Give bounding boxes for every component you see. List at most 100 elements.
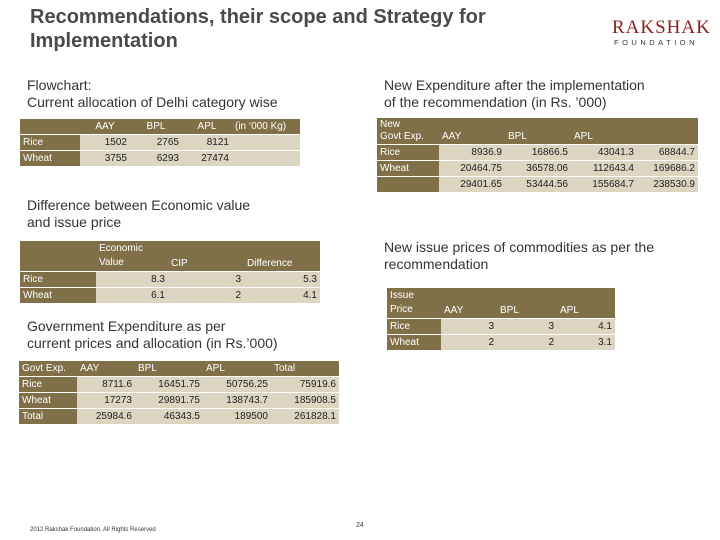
- table-cell: 238530.9: [637, 176, 698, 192]
- row-label: Rice: [377, 144, 439, 161]
- header-cell: Issue Price: [387, 288, 441, 319]
- row-label: Wheat: [20, 287, 96, 303]
- new-expenditure-heading-line-1: New Expenditure after the implementation: [384, 77, 645, 93]
- rakshak-logo: RAKSHAK FOUNDATION: [612, 18, 712, 48]
- new-expenditure-table: New Govt Exp. AAY BPL APL Rice 8936.9 16…: [377, 118, 698, 192]
- govt-exp-heading-line-1: Government Expenditure as per: [27, 318, 226, 334]
- logo-main-text: RAKSHAK: [612, 17, 711, 38]
- table-cell: 8936.9: [439, 144, 505, 161]
- table-cell: 4.1: [557, 318, 615, 335]
- header-label-line: Govt Exp.: [380, 131, 424, 142]
- table-cell: 16866.5: [505, 144, 571, 161]
- table-cell: 2: [497, 334, 557, 350]
- new-issue-heading: New issue prices of commodities as per t…: [384, 239, 654, 273]
- table-cell: 29891.75: [135, 392, 203, 409]
- table-cell: 36578.06: [505, 160, 571, 177]
- table-row: Rice 8936.9 16866.5 43041.3 68844.7: [377, 144, 698, 161]
- table-row: Total 25984.6 46343.5 189500 261828.1: [19, 408, 339, 424]
- table-row: Wheat 17273 29891.75 138743.7 185908.5: [19, 392, 339, 409]
- row-label: Rice: [19, 376, 77, 393]
- header-cell: APL: [182, 119, 232, 135]
- row-label: Total: [19, 408, 77, 424]
- header-cell: Total: [271, 361, 339, 377]
- difference-heading-line-2: and issue price: [27, 214, 122, 230]
- table-header-row: New Govt Exp. AAY BPL APL: [377, 118, 698, 145]
- header-cell: APL: [203, 361, 271, 377]
- table-cell: 68844.7: [637, 144, 698, 161]
- table-cell: 8.3: [96, 271, 168, 288]
- table-cell: 169686.2: [637, 160, 698, 177]
- table-cell: 6293: [130, 150, 182, 166]
- header-cell: BPL: [130, 119, 182, 135]
- table-cell: 29401.65: [439, 176, 505, 192]
- table-cell: 2: [168, 287, 244, 303]
- difference-heading: Difference between Economic value and is…: [27, 197, 250, 231]
- difference-table: Economic Value CIP Difference Rice 8.3 3…: [20, 241, 320, 303]
- table-cell: 1502: [80, 134, 130, 151]
- row-label: Rice: [20, 134, 80, 151]
- header-label-line: Issue: [390, 290, 414, 301]
- govt-exp-heading-line-2: current prices and allocation (in Rs.’00…: [27, 335, 278, 351]
- header-cell: AAY: [439, 118, 505, 145]
- row-label: Wheat: [377, 160, 439, 177]
- table-cell: 3.1: [557, 334, 615, 350]
- table-header-row: AAY BPL APL (in ‘000 Kg): [20, 119, 300, 135]
- table-row: Rice 8.3 3 5.3: [20, 271, 320, 288]
- header-cell: BPL: [135, 361, 203, 377]
- table-row: Rice 3 3 4.1: [387, 318, 615, 335]
- table-header-row: Issue Price AAY BPL APL: [387, 288, 615, 319]
- table-header-row: Govt Exp. AAY BPL APL Total: [19, 361, 339, 377]
- logo-sub-text: FOUNDATION: [614, 38, 699, 47]
- govt-exp-table: Govt Exp. AAY BPL APL Total Rice 8711.6 …: [19, 361, 339, 424]
- table-cell: 138743.7: [203, 392, 271, 409]
- table-cell: 112643.4: [571, 160, 637, 177]
- table-row: Wheat 3755 6293 27474: [20, 150, 300, 166]
- header-cell: AAY: [80, 119, 130, 135]
- table-cell: 27474: [182, 150, 232, 166]
- table-cell: 3: [497, 318, 557, 335]
- header-label-line: New: [380, 119, 401, 130]
- header-cell: BPL: [505, 118, 571, 145]
- header-cell: Govt Exp.: [19, 361, 77, 377]
- new-issue-heading-line-2: recommendation: [384, 256, 489, 272]
- flowchart-heading-line-2: Current allocation of Delhi category wis…: [27, 94, 278, 110]
- flowchart-heading: Flowchart: Current allocation of Delhi c…: [27, 77, 278, 111]
- table-cell: 3: [441, 318, 497, 335]
- copyright-footer: 2012 Rakshak Foundation. All Rights Rese…: [30, 527, 156, 533]
- table-cell: 46343.5: [135, 408, 203, 424]
- table-cell: 17273: [77, 392, 135, 409]
- table-row: Wheat 2 2 3.1: [387, 334, 615, 350]
- flowchart-heading-line-1: Flowchart:: [27, 77, 92, 93]
- new-expenditure-heading-line-2: of the recommendation (in Rs. ’000): [384, 94, 607, 110]
- table-cell: 6.1: [96, 287, 168, 303]
- table-cell: 43041.3: [571, 144, 637, 161]
- row-label: [377, 176, 439, 192]
- header-cell: [20, 241, 96, 272]
- table-cell: 75919.6: [271, 376, 339, 393]
- header-cell: Difference: [244, 241, 320, 272]
- table-cell: [232, 134, 300, 151]
- unit-label: (in ‘000 Kg): [232, 119, 300, 135]
- table-cell: 2765: [130, 134, 182, 151]
- header-cell: [20, 119, 80, 135]
- table-row: 29401.65 53444.56 155684.7 238530.9: [377, 176, 698, 192]
- new-issue-table: Issue Price AAY BPL APL Rice 3 3 4.1 Whe…: [387, 288, 615, 350]
- difference-heading-line-1: Difference between Economic value: [27, 197, 251, 213]
- page-title: Recommendations, their scope and Strateg…: [30, 6, 486, 52]
- table-cell: 3755: [80, 150, 130, 166]
- table-cell: 189500: [203, 408, 271, 424]
- table-row: Rice 8711.6 16451.75 50756.25 75919.6: [19, 376, 339, 393]
- table-header-row: Economic Value CIP Difference: [20, 241, 320, 272]
- table-cell: 20464.75: [439, 160, 505, 177]
- table-cell: 185908.5: [271, 392, 339, 409]
- row-label: Wheat: [20, 150, 80, 166]
- header-cell: AAY: [441, 288, 497, 319]
- table-cell: 155684.7: [571, 176, 637, 192]
- table-cell: 3: [168, 271, 244, 288]
- row-label: Wheat: [387, 334, 441, 350]
- table-cell: 2: [441, 334, 497, 350]
- table-cell: 8121: [182, 134, 232, 151]
- header-cell: APL: [557, 288, 615, 319]
- header-label-line: Price: [390, 304, 413, 315]
- header-cell: Economic Value: [96, 241, 168, 272]
